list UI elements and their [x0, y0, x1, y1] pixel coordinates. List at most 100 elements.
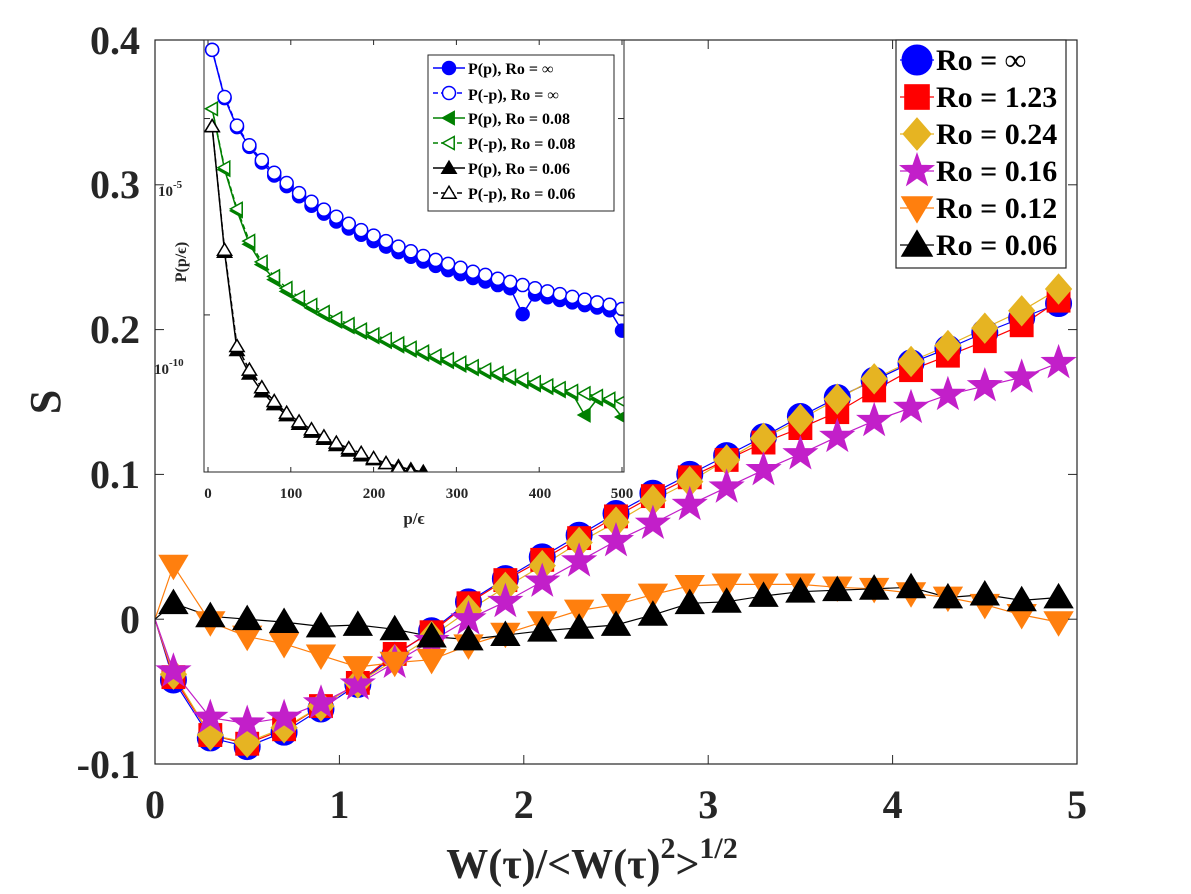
- data-point: [155, 652, 192, 687]
- inset-data-point: [329, 209, 344, 224]
- main-y-ticks: [155, 39, 1077, 765]
- data-point: [671, 485, 708, 521]
- data-point: [892, 388, 930, 424]
- inset-data-point: [477, 362, 492, 378]
- main-legend-markers: [898, 44, 936, 257]
- data-point: [487, 582, 524, 618]
- legend-label: Ro = ∞: [936, 44, 1026, 77]
- x-tick-label: 4: [883, 782, 903, 827]
- data-point: [786, 403, 815, 436]
- inset-data-point: [391, 459, 406, 472]
- inset-data-point: [527, 280, 543, 296]
- inset-data-point: [365, 326, 380, 343]
- legend-marker: [898, 151, 936, 187]
- inset-data-point: [228, 201, 243, 217]
- inset-data-point: [391, 239, 406, 254]
- data-point: [563, 599, 595, 626]
- data-point: [490, 620, 521, 647]
- inset-data-point: [465, 264, 481, 279]
- inset-data-point: [253, 379, 271, 394]
- inset-data-point: [216, 159, 231, 176]
- data-point: [233, 726, 261, 758]
- inset-x-tick-label: 200: [363, 486, 386, 502]
- inset-y-tick-label: 10-5: [158, 179, 183, 200]
- x-tick-label: 5: [1067, 782, 1087, 827]
- data-point: [674, 574, 705, 601]
- inset-data-point: [291, 185, 307, 201]
- inset-data-point: [490, 271, 506, 287]
- data-point: [860, 363, 888, 395]
- data-point: [268, 607, 300, 633]
- data-point: [302, 684, 340, 719]
- data-point: [561, 542, 598, 577]
- legend-label: Ro = 0.16: [936, 155, 1057, 188]
- inset-legend-marker: [440, 184, 458, 199]
- inset-data-point: [418, 463, 429, 472]
- inset-legend-label: P(p), Ro = ∞: [468, 61, 553, 78]
- inset-data-point: [265, 393, 283, 408]
- inset-data-point: [340, 440, 358, 455]
- inset-data-point: [377, 331, 392, 348]
- y-tick-label: 0.4: [90, 18, 140, 63]
- data-point: [600, 610, 632, 636]
- data-point: [158, 554, 189, 581]
- main-legend-box: [895, 39, 1067, 269]
- inset-data-point: [341, 216, 357, 232]
- inset-data-point: [415, 344, 430, 360]
- inset-data-point: [353, 222, 369, 238]
- inset-data-point: [240, 361, 258, 376]
- inset-data-point: [266, 165, 282, 180]
- inset-data-point: [290, 413, 308, 428]
- inset-data-point: [478, 267, 493, 283]
- inset-data-point: [564, 383, 579, 399]
- inset-data-point: [614, 323, 624, 338]
- inset-x-tick-label: 500: [611, 486, 634, 502]
- inset-data-point: [502, 274, 518, 290]
- legend-marker: [901, 44, 933, 76]
- data-point: [1006, 585, 1037, 612]
- data-point: [232, 604, 263, 631]
- inset-data-point: [216, 241, 234, 257]
- inset-data-point: [427, 347, 442, 364]
- data-point: [895, 572, 927, 599]
- inset-data-point: [204, 118, 221, 133]
- data-point: [1003, 358, 1040, 393]
- data-point: [416, 648, 447, 675]
- x-tick-label: 0: [145, 782, 165, 827]
- inset-legend-label: P(p), Ro = 0.08: [468, 111, 570, 128]
- x-tick-label: 3: [698, 782, 718, 827]
- data-point: [634, 504, 671, 540]
- legend-label: Ro = 0.12: [936, 192, 1057, 225]
- inset-data-point: [327, 434, 345, 449]
- inset-data-point: [303, 421, 320, 436]
- inset-legend-marker: [441, 85, 457, 101]
- inset-data-point: [540, 284, 555, 299]
- inset-data-point: [527, 374, 542, 391]
- inset-x-ticks: [204, 40, 624, 472]
- data-point: [527, 616, 558, 642]
- x-axis-label: W(τ)/<W(τ)2>1/2: [446, 832, 738, 888]
- inset-data-point: [253, 254, 268, 270]
- inset-data-point: [613, 411, 624, 423]
- inset-legend-label: P(p), Ro = 0.06: [468, 161, 570, 178]
- inset-data-point: [515, 277, 530, 293]
- inset-legend-marker: [440, 135, 455, 151]
- inset-legend-label: P(-p), Ro = 0.08: [468, 136, 575, 153]
- inset-data-point: [315, 428, 333, 443]
- inset-legend-marker: [440, 110, 455, 126]
- inset-data-point: [403, 244, 419, 259]
- inset-data-point: [316, 202, 332, 217]
- inset-data-point: [204, 42, 220, 58]
- inset-data-point: [589, 295, 605, 310]
- data-point: [897, 345, 925, 378]
- inset-data-point: [328, 310, 343, 327]
- inset-data-point: [577, 292, 592, 307]
- inset-data-point: [304, 194, 319, 210]
- data-point: [270, 712, 298, 744]
- inset-data-point: [614, 301, 624, 317]
- y-tick-label: 0.3: [90, 162, 140, 207]
- inset-data-point: [291, 289, 306, 306]
- inset-data-point: [602, 297, 617, 312]
- inset-data-point: [241, 233, 256, 249]
- inset-data-point: [228, 338, 246, 353]
